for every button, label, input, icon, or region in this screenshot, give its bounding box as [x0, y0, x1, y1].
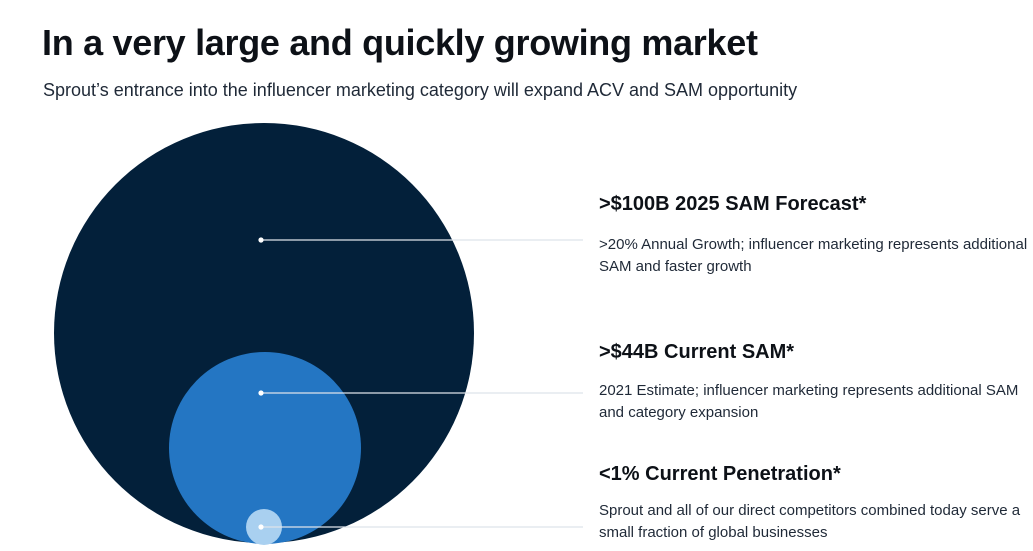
current-penetration-heading: <1% Current Penetration* [599, 463, 841, 485]
current-sam-block: >$44B Current SAM* 2021 Estimate; influe… [599, 341, 1029, 424]
current-penetration-description: Sprout and all of our direct competitors… [599, 502, 1021, 541]
current-sam-circle [169, 352, 361, 544]
sam-forecast-heading: >$100B 2025 SAM Forecast* [599, 193, 867, 215]
current-sam-description: 2021 Estimate; influencer marketing repr… [599, 382, 1019, 421]
page-title: In a very large and quickly growing mark… [42, 22, 758, 63]
connector-dot-penetration [258, 524, 264, 530]
current-penetration-block: <1% Current Penetration* Sprout and all … [599, 463, 1029, 544]
page-subtitle: Sprout’s entrance into the influencer ma… [43, 80, 798, 100]
sam-forecast-description: >20% Annual Growth; influencer marketing… [599, 236, 1028, 275]
sam-forecast-block: >$100B 2025 SAM Forecast* >20% Annual Gr… [599, 193, 1029, 278]
sam-forecast-circle [54, 123, 474, 543]
current-sam-heading: >$44B Current SAM* [599, 341, 795, 363]
connector-dot-current-sam [258, 390, 264, 396]
connector-dot-forecast [258, 237, 264, 243]
